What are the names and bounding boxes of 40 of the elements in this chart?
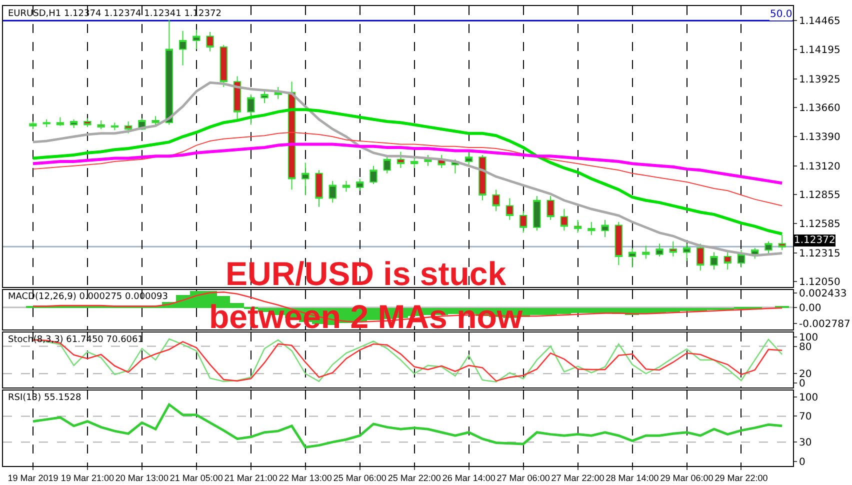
- y-tick-label: 1.14465: [799, 16, 840, 28]
- x-tick-label: 25 Mar 06:00: [333, 472, 386, 483]
- y-tick-label: 1.13660: [799, 103, 840, 114]
- chart-title: RSI(13) 55.1528: [8, 393, 82, 403]
- x-tick-label: 27 Mar 22:00: [551, 472, 604, 483]
- x-tick-label: 27 Mar 06:00: [496, 472, 550, 483]
- x-tick-label: 25 Mar 22:00: [388, 472, 441, 483]
- x-tick-label: 21 Mar 05:00: [170, 472, 223, 483]
- x-tick-label: 28 Mar 14:00: [606, 472, 659, 483]
- x-tick-label: 21 Mar 21:00: [224, 472, 278, 483]
- y-tick-label: 0.00: [799, 302, 822, 314]
- y-tick-label: -0.002787: [799, 319, 850, 330]
- annotation: 50.0: [770, 9, 792, 20]
- y-tick-label: 1.13925: [799, 74, 840, 86]
- y-tick-label: 0: [799, 378, 806, 390]
- chart-title: MACD(12,26,9) 0.000275 0.000093: [8, 292, 168, 302]
- y-tick-label: 1.12855: [799, 190, 840, 201]
- y-tick-label: 70: [799, 412, 812, 423]
- x-tick-label: 29 Mar 22:00: [714, 472, 768, 483]
- y-tick-label: 0.002433: [799, 288, 847, 300]
- y-tick-label: 80: [799, 342, 812, 353]
- x-tick-label: 22 Mar 13:00: [278, 472, 332, 483]
- y-tick-label: 100: [799, 392, 818, 404]
- x-tick-label: 26 Mar 14:00: [442, 472, 496, 483]
- x-tick-label: 29 Mar 06:00: [660, 472, 714, 483]
- y-tick-label: 1.13120: [799, 161, 840, 172]
- y-tick-label: 1.12050: [799, 276, 840, 288]
- x-tick-label: 20 Mar 13:00: [115, 472, 168, 483]
- y-tick-label: 1.12315: [799, 248, 840, 260]
- chart-title: EURUSD,H1 1.12374 1.12374 1.12341 1.12372: [8, 9, 222, 19]
- y-tick-label: 1.12585: [799, 219, 840, 230]
- y-tick-label: 0: [799, 456, 806, 468]
- x-tick-label: 19 Mar 21:00: [60, 472, 114, 483]
- y-tick-label: 20: [799, 369, 812, 380]
- y-tick-label: 30: [799, 438, 812, 449]
- y-tick-label: 100: [799, 332, 818, 344]
- x-tick-label: 19 Mar 2019: [8, 472, 58, 483]
- y-tick-label: 1.13390: [799, 132, 840, 144]
- ref-line-label: 1.12372: [794, 235, 836, 246]
- y-tick-label: 1.14195: [799, 45, 840, 56]
